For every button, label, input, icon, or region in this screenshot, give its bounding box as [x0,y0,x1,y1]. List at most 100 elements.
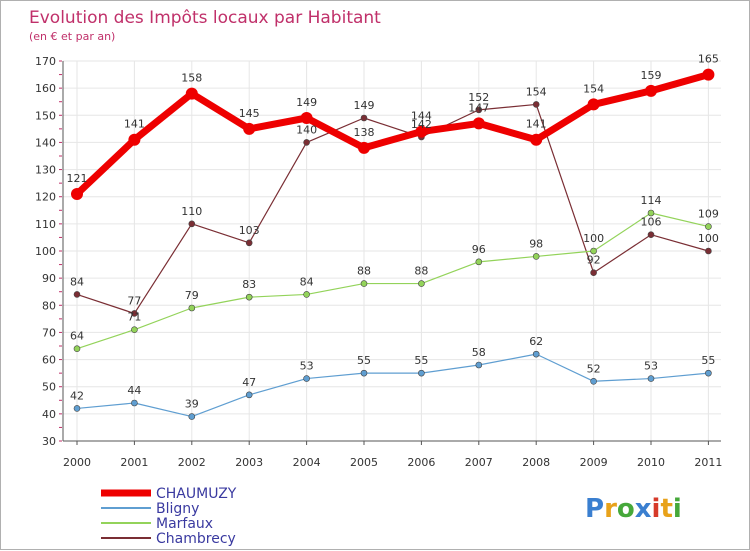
x-tick-label: 2007 [465,456,493,469]
data-point [590,247,597,255]
y-tick-label: 160 [35,82,56,95]
series-line-bligny [76,353,709,418]
data-point [188,220,196,228]
brand-letter: o [617,494,635,524]
data-point [418,369,425,377]
data-label: 52 [587,362,601,375]
data-label: 165 [698,53,719,66]
data-label: 158 [181,72,202,85]
data-label: 109 [698,208,719,221]
data-label: 58 [472,346,486,359]
y-tick-label: 170 [35,55,56,68]
y-tick-label: 70 [42,326,56,339]
data-point [245,391,253,399]
data-point [475,258,483,266]
data-label: 47 [242,376,256,389]
chart-title: Evolution des Impôts locaux par Habitant [29,8,381,28]
x-tick-label: 2006 [407,456,435,469]
data-label: 62 [529,335,543,348]
data-label: 39 [185,398,199,411]
brand-logo: Proxiti [585,494,682,524]
data-label: 53 [644,360,658,373]
brand-letter: r [604,494,617,524]
data-label: 141 [124,118,145,131]
data-point [303,139,310,146]
data-point [530,133,543,146]
data-point [73,405,81,412]
data-point [645,84,657,97]
data-label: 100 [583,232,604,245]
x-tick-label: 2011 [694,456,722,469]
data-label: 55 [701,354,715,367]
x-tick-label: 2002 [178,456,206,469]
data-label: 92 [587,254,601,267]
data-point [475,106,483,114]
data-point [705,247,712,255]
brand-letter: t [660,494,672,524]
data-point [415,125,428,138]
data-point [188,304,196,312]
x-tick-label: 2004 [293,456,321,469]
y-tick-label: 120 [35,191,56,204]
data-point [303,291,310,298]
data-point [705,369,712,377]
legend-label-marfaux: Marfaux [156,516,213,532]
x-tick-label: 2010 [637,456,665,469]
y-tick-label: 110 [35,218,56,231]
data-label: 149 [296,96,317,109]
data-point [185,87,198,100]
data-label: 149 [354,99,375,112]
y-tick-label: 30 [42,435,56,448]
data-label: 98 [529,237,543,250]
data-point [73,345,81,353]
data-label: 145 [239,107,260,120]
brand-letter: P [585,494,604,524]
x-tick-label: 2003 [235,456,263,469]
data-point [128,133,141,146]
data-point [360,369,368,377]
data-point [71,188,83,200]
data-point [472,117,485,130]
data-label: 84 [70,275,84,288]
data-point [418,280,425,287]
data-label: 55 [357,354,371,367]
x-tick-label: 2009 [580,456,608,469]
data-label: 71 [127,311,141,324]
data-label: 79 [185,289,199,302]
data-point [475,361,483,369]
legend-label-chaumuzy: CHAUMUZY [156,486,237,502]
data-point [587,98,600,111]
series-line-chambrecy [76,103,709,315]
y-tick-label: 140 [35,136,56,149]
y-tick-label: 150 [35,109,56,122]
data-label: 44 [127,384,141,397]
data-point [532,101,540,108]
data-label: 110 [181,205,202,218]
data-label: 83 [242,278,256,291]
data-label: 103 [239,224,260,237]
data-point [702,68,715,81]
brand-letter: x [635,494,652,524]
y-tick-label: 130 [35,164,56,177]
data-label: 141 [526,118,547,131]
data-point [131,326,138,334]
data-label: 154 [583,82,604,95]
data-label: 159 [641,69,662,82]
data-point [188,413,196,420]
data-label: 138 [354,126,375,139]
data-label: 84 [300,275,314,288]
data-point [590,269,597,277]
brand-letter: i [673,494,682,524]
data-label: 142 [411,118,432,131]
data-point [705,223,712,230]
data-point [300,112,313,124]
axes: 30 40 50 60 70 80 90 100 110 120 130 140 150 160 170 20… [35,55,722,469]
data-point [590,377,597,385]
data-point [131,399,138,407]
y-tick-label: 90 [42,272,56,285]
data-label: 152 [468,91,489,104]
y-tick-label: 100 [35,245,56,258]
data-label: 114 [641,194,662,207]
